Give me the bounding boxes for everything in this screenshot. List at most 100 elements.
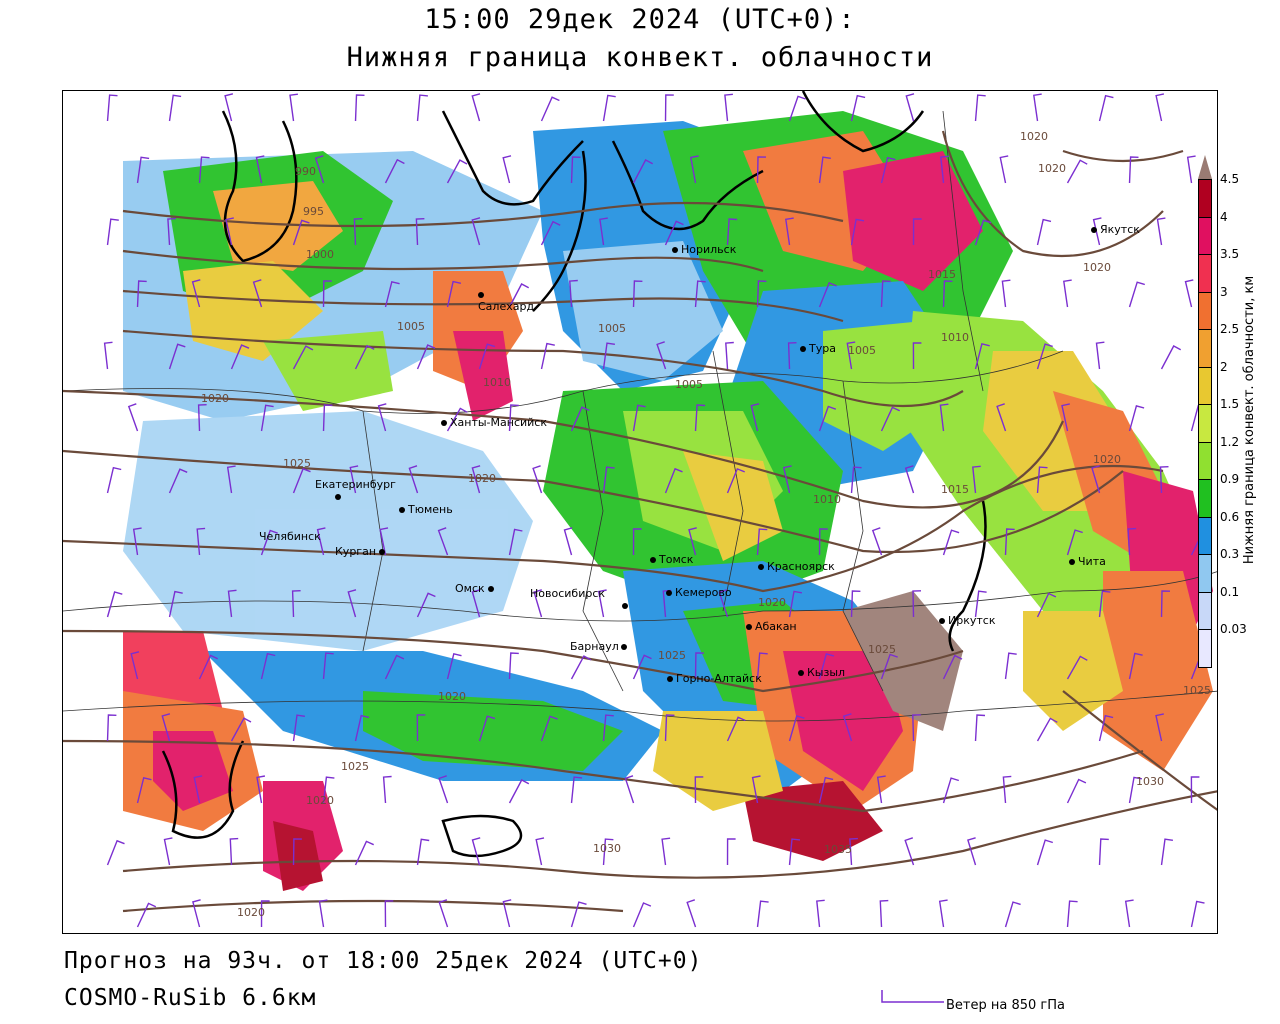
wind-barb	[382, 775, 392, 804]
city-marker	[399, 507, 405, 513]
legend-color-swatch	[1198, 329, 1212, 368]
city-kurgan: Курган	[335, 546, 388, 558]
isobar-label: 1025	[868, 643, 896, 656]
city-marker	[1091, 227, 1097, 233]
wind-barb	[354, 344, 375, 370]
legend-tick-label: 3	[1220, 284, 1228, 299]
wind-barb	[1066, 778, 1087, 804]
isobar-label: 1020	[306, 794, 334, 807]
wind-barb	[416, 344, 436, 370]
isobar-label: 1020	[468, 472, 496, 485]
city-barnaul: Барнаул	[570, 641, 630, 653]
wind-barb	[942, 529, 960, 556]
isobar-label: 1010	[483, 376, 511, 389]
wind-barb	[912, 590, 922, 618]
wind-barb	[478, 715, 496, 742]
wind-barb	[106, 714, 117, 742]
wind-barb	[318, 899, 328, 928]
city-irkutsk: Иркутск	[939, 615, 995, 627]
wind-barb	[256, 775, 266, 804]
wind-barb	[377, 403, 387, 432]
legend-tick-label: 0.03	[1220, 622, 1247, 636]
city-marker	[939, 618, 945, 624]
isobar-label: 1035	[824, 843, 852, 856]
wind-barb	[540, 715, 558, 742]
wind-barb	[438, 899, 449, 928]
wind-barb	[168, 468, 188, 494]
wind-barb	[880, 156, 896, 184]
wind-barb	[788, 838, 801, 866]
city-marker	[800, 346, 806, 352]
wind-barb	[1036, 592, 1057, 618]
wind-barb	[322, 404, 333, 432]
wind-barb	[471, 465, 481, 494]
wind-barb	[292, 219, 310, 246]
wind-barb	[1128, 156, 1139, 184]
legend-tick-label: 1.2	[1220, 434, 1240, 449]
wind-barb	[437, 527, 449, 556]
wind-barb	[446, 407, 468, 432]
wind-barb	[632, 404, 646, 432]
wind-barb	[1098, 714, 1114, 742]
isobar-label: 1020	[1020, 130, 1048, 143]
wind-barb	[103, 341, 113, 370]
wind-barb	[1098, 838, 1109, 866]
wind-barb	[1063, 279, 1072, 308]
wind-barb	[871, 527, 883, 556]
wind-barb	[849, 837, 858, 866]
wind-barb	[1098, 590, 1111, 618]
wind-barb	[750, 403, 760, 432]
city-kyzyl: Кызыл	[798, 667, 845, 679]
wind-barb	[904, 465, 915, 494]
wind-barb	[718, 589, 729, 618]
wind-barb	[694, 404, 706, 432]
legend-color-swatch	[1198, 516, 1212, 555]
wind-barb	[193, 775, 203, 804]
isobar-label: 1015	[928, 268, 956, 281]
wind-barb	[316, 527, 326, 556]
cloud-field	[123, 111, 1213, 891]
wind-barb	[136, 902, 157, 928]
city-marker	[379, 549, 386, 555]
wind-barb	[198, 654, 218, 680]
legend-tick-label: 1.5	[1220, 397, 1240, 411]
legend-color-swatch	[1198, 404, 1212, 443]
wind-barb	[1004, 528, 1015, 556]
isobar-label: 1025	[283, 457, 311, 470]
color-legend: 4.5 4 3.5 3 2.5 2 1.5 1.2 0.9 0.6 0.3 0.1 0.03	[1198, 155, 1247, 668]
wind-barb	[726, 467, 745, 494]
wind-barb	[130, 651, 140, 680]
wind-barb	[818, 528, 828, 556]
wind-barb	[942, 777, 960, 804]
wind-barb	[905, 93, 915, 122]
wind-barb	[876, 775, 886, 804]
city-marker	[620, 644, 627, 650]
legend-tick-label: 2	[1220, 359, 1228, 374]
wind-barb	[912, 342, 922, 370]
wind-barb	[354, 840, 374, 866]
isobar-label: 1010	[813, 493, 841, 506]
wind-barb	[818, 281, 837, 308]
wind-barb	[1036, 218, 1052, 246]
isobar-label: 990	[295, 165, 316, 178]
isobar-label: 1005	[848, 344, 876, 357]
wind-barb	[196, 527, 206, 556]
wind-barb	[782, 465, 792, 494]
city-marker	[650, 557, 656, 563]
wind-barb	[1001, 279, 1011, 308]
wind-barb	[570, 655, 592, 680]
isobar-label: 1020	[237, 906, 265, 919]
wind-barb	[1160, 590, 1171, 618]
wind-barb	[1066, 529, 1083, 556]
wind-barb	[416, 714, 426, 742]
wind-barb	[415, 218, 425, 246]
isobar-label: 1010	[941, 331, 969, 344]
legend-tick-label: 3.5	[1220, 247, 1240, 261]
legend-color-swatch	[1198, 441, 1212, 480]
wind-barb	[788, 715, 805, 742]
wind-barb	[1190, 776, 1200, 804]
city-tyumen: Тюмень	[399, 504, 453, 516]
wind-barb	[850, 218, 865, 246]
isobar-label: 1005	[675, 378, 703, 391]
wind-barb	[168, 590, 183, 618]
